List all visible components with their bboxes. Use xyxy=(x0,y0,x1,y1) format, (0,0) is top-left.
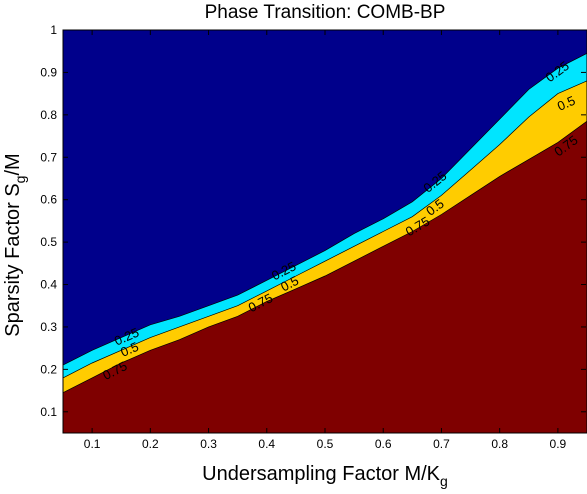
y-axis-label-tail: /M xyxy=(2,153,24,175)
x-axis-ticks: 0.1 0.2 0.3 0.4 0.5 0.6 0.7 0.8 0.9 xyxy=(84,30,567,451)
x-tick-label: 0.6 xyxy=(375,437,392,451)
x-tick-label: 0.3 xyxy=(200,437,217,451)
contour-label-0.5-2: 0.5 xyxy=(278,273,301,295)
contour-region-0.75 xyxy=(62,120,587,434)
x-tick-label: 0.4 xyxy=(258,437,275,451)
y-tick-label: 1 xyxy=(50,23,57,37)
y-axis-label-main: Sparsity Factor S xyxy=(2,183,24,336)
y-tick-label: 0.3 xyxy=(40,320,57,334)
y-tick-label: 0.2 xyxy=(40,362,57,376)
y-tick-label: 0.5 xyxy=(40,235,57,249)
y-tick-label: 0.7 xyxy=(40,150,57,164)
y-tick-label: 0.4 xyxy=(40,278,57,292)
x-tick-label: 0.1 xyxy=(84,437,101,451)
contour-label-0.5-1: 0.5 xyxy=(118,339,141,360)
x-tick-label: 0.5 xyxy=(317,437,334,451)
plot-area: 0.250.250.250.250.50.50.50.50.750.750.75… xyxy=(62,29,587,434)
y-tick-label: 0.8 xyxy=(40,108,57,122)
x-tick-label: 0.7 xyxy=(433,437,450,451)
x-tick-label: 0.9 xyxy=(550,437,567,451)
x-axis-label-subscript: g xyxy=(440,473,448,489)
x-tick-label: 0.2 xyxy=(142,437,159,451)
x-tick-label: 0.8 xyxy=(491,437,508,451)
y-axis-label-subscript: g xyxy=(12,176,28,184)
y-tick-label: 0.6 xyxy=(40,193,57,207)
x-axis-label: Undersampling Factor M/Kg xyxy=(202,463,448,489)
contour-label-0.5-4: 0.5 xyxy=(555,93,578,114)
y-tick-label: 0.1 xyxy=(40,405,57,419)
chart-title: Phase Transition: COMB-BP xyxy=(205,2,446,23)
y-axis-ticks: 0.1 0.2 0.3 0.4 0.5 0.6 0.7 0.8 0.9 1 xyxy=(40,23,586,419)
y-tick-label: 0.9 xyxy=(40,65,57,79)
y-axis-label: Sparsity Factor Sg/M xyxy=(2,153,28,336)
x-axis-label-main: Undersampling Factor M/K xyxy=(202,463,441,485)
